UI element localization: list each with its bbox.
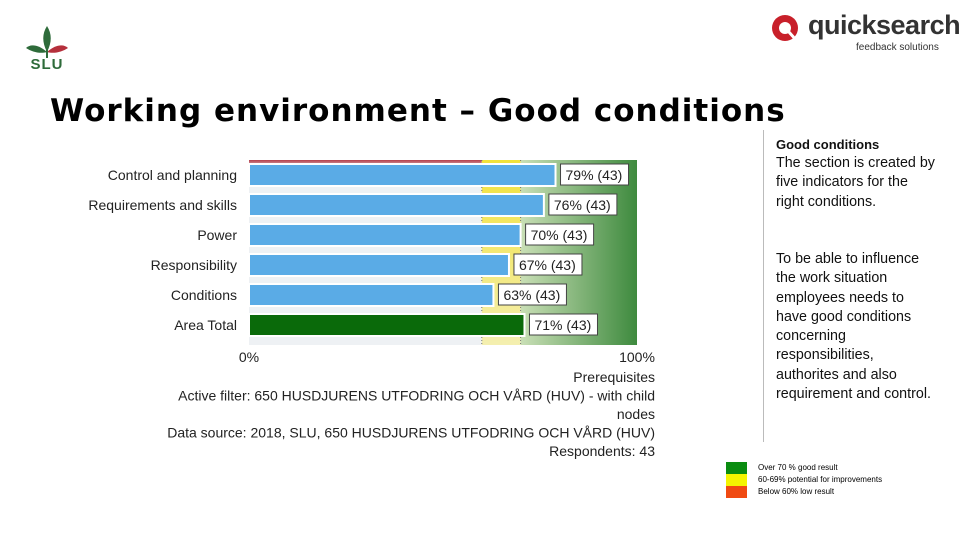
- value-label: 63% (43): [503, 287, 560, 303]
- footnote-line: Respondents: 43: [549, 443, 655, 459]
- footnote-line: nodes: [617, 406, 655, 422]
- category-label: Power: [197, 227, 237, 243]
- sidebar-divider: [763, 130, 764, 442]
- value-label: 76% (43): [554, 197, 611, 213]
- quicksearch-logo-icon: [772, 15, 799, 43]
- category-label: Responsibility: [151, 257, 237, 273]
- quicksearch-logo-name: quicksearch: [808, 10, 960, 40]
- category-label: Control and planning: [108, 167, 237, 183]
- footnote-line: Active filter: 650 HUSDJURENS UTFODRING …: [178, 388, 655, 404]
- legend-swatch-red: [726, 486, 747, 498]
- sidebar-paragraph-1: The section is created by five indicator…: [776, 155, 935, 210]
- value-label-box: [525, 223, 595, 246]
- value-label-box: [560, 163, 630, 186]
- footnote-line: Prerequisites: [573, 369, 655, 385]
- bar: [248, 253, 510, 277]
- value-label: 71% (43): [534, 317, 591, 333]
- legend-label: 60-69% potential for improvements: [758, 475, 883, 484]
- value-label-box: [548, 193, 618, 216]
- gridlines: [481, 160, 522, 345]
- bar: [248, 313, 526, 337]
- bar: [248, 283, 495, 307]
- value-label-box: [528, 313, 598, 336]
- tick-label: 0%: [239, 349, 259, 365]
- axis-tick-labels: 0% 100%: [239, 349, 655, 365]
- footnote-line: Data source: 2018, SLU, 650 HUSDJURENS U…: [167, 425, 655, 441]
- legend-swatch-green: [726, 462, 747, 474]
- sidebar-paragraph-2: To be able to influence the work situati…: [776, 251, 931, 403]
- value-labels: 79% (43) 76% (43) 70% (43) 67% (43) 63% (43)…: [497, 163, 630, 336]
- legend-label: Below 60% low result: [758, 487, 835, 496]
- value-label: 79% (43): [566, 167, 623, 183]
- tick-label: 100%: [619, 349, 655, 365]
- value-label-box: [497, 283, 567, 306]
- category-label: Conditions: [171, 287, 237, 303]
- sidebar-heading: Good conditions: [776, 137, 880, 152]
- slu-logo-text: SLU: [30, 56, 64, 73]
- bars: [248, 163, 557, 337]
- value-label: 70% (43): [531, 227, 588, 243]
- legend-label: Over 70 % good result: [758, 463, 838, 472]
- bar: [248, 163, 557, 187]
- chart-footnotes: Prerequisites Active filter: 650 HUSDJURE…: [167, 369, 655, 459]
- bar-chart: Control and planning Requirements and ski…: [88, 160, 655, 459]
- bar: [248, 223, 522, 247]
- slu-logo: [26, 26, 68, 58]
- value-label-box: [513, 253, 583, 276]
- category-labels: Control and planning Requirements and ski…: [88, 167, 237, 333]
- value-label: 67% (43): [519, 257, 576, 273]
- quicksearch-logo-subtitle: feedback solutions: [856, 42, 939, 53]
- bar: [248, 193, 545, 217]
- category-label: Requirements and skills: [88, 197, 237, 213]
- legend-swatch-yellow: [726, 474, 747, 486]
- page-title: Working environment – Good conditions: [50, 93, 786, 129]
- category-label: Area Total: [174, 317, 237, 333]
